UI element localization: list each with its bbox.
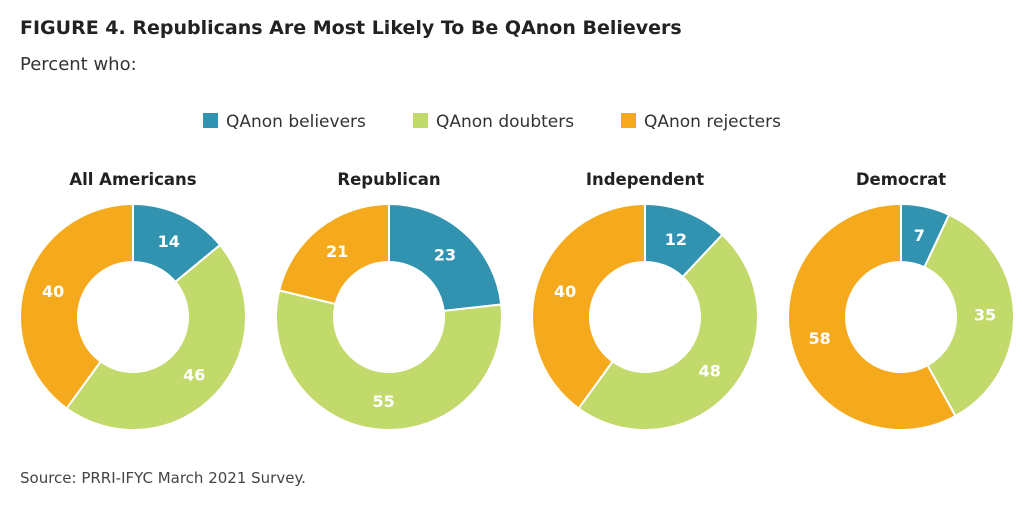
- data-label: 23: [434, 245, 456, 264]
- data-label: 58: [809, 329, 831, 348]
- donut-slice: [277, 202, 390, 306]
- donut-title: Republican: [337, 170, 440, 189]
- legend-label: QAnon doubters: [436, 112, 574, 132]
- chart-subtitle: Percent who:: [20, 54, 137, 75]
- data-label: 46: [183, 366, 205, 385]
- donut-slice: [19, 202, 134, 410]
- legend-label: QAnon believers: [226, 112, 366, 132]
- donut-slice: [923, 213, 1015, 418]
- data-label: 21: [326, 242, 348, 261]
- chart-title: FIGURE 4. Republicans Are Most Likely To…: [20, 17, 682, 39]
- donut-slice: [275, 289, 503, 431]
- data-label: 12: [665, 230, 687, 249]
- donut-title: All Americans: [69, 170, 196, 189]
- data-label: 35: [974, 305, 996, 324]
- donut-title: Independent: [586, 170, 704, 189]
- donut-slice: [531, 202, 646, 410]
- donut-republican: Republican 23 55 21: [275, 170, 503, 431]
- data-label: 40: [554, 282, 576, 301]
- data-label: 7: [914, 226, 925, 245]
- donut-slice: [65, 243, 247, 431]
- legend-label: QAnon rejecters: [644, 112, 781, 132]
- donut-democrat: Democrat 7 35 58: [787, 170, 1015, 431]
- legend-swatch: [413, 113, 428, 128]
- donut-independent: Independent 12 48 40: [531, 170, 759, 431]
- donut-slice: [577, 233, 759, 431]
- data-label: 55: [373, 392, 395, 411]
- data-label: 14: [158, 232, 180, 251]
- legend-swatch: [203, 113, 218, 128]
- source-note: Source: PRRI-IFYC March 2021 Survey.: [20, 469, 306, 487]
- data-label: 48: [699, 362, 721, 381]
- donut-all-americans: All Americans 14 46 40: [19, 170, 247, 431]
- donut-slice: [388, 202, 503, 313]
- legend-swatch: [621, 113, 636, 128]
- data-label: 40: [42, 282, 64, 301]
- donut-title: Democrat: [856, 170, 946, 189]
- donut-slice: [787, 202, 957, 431]
